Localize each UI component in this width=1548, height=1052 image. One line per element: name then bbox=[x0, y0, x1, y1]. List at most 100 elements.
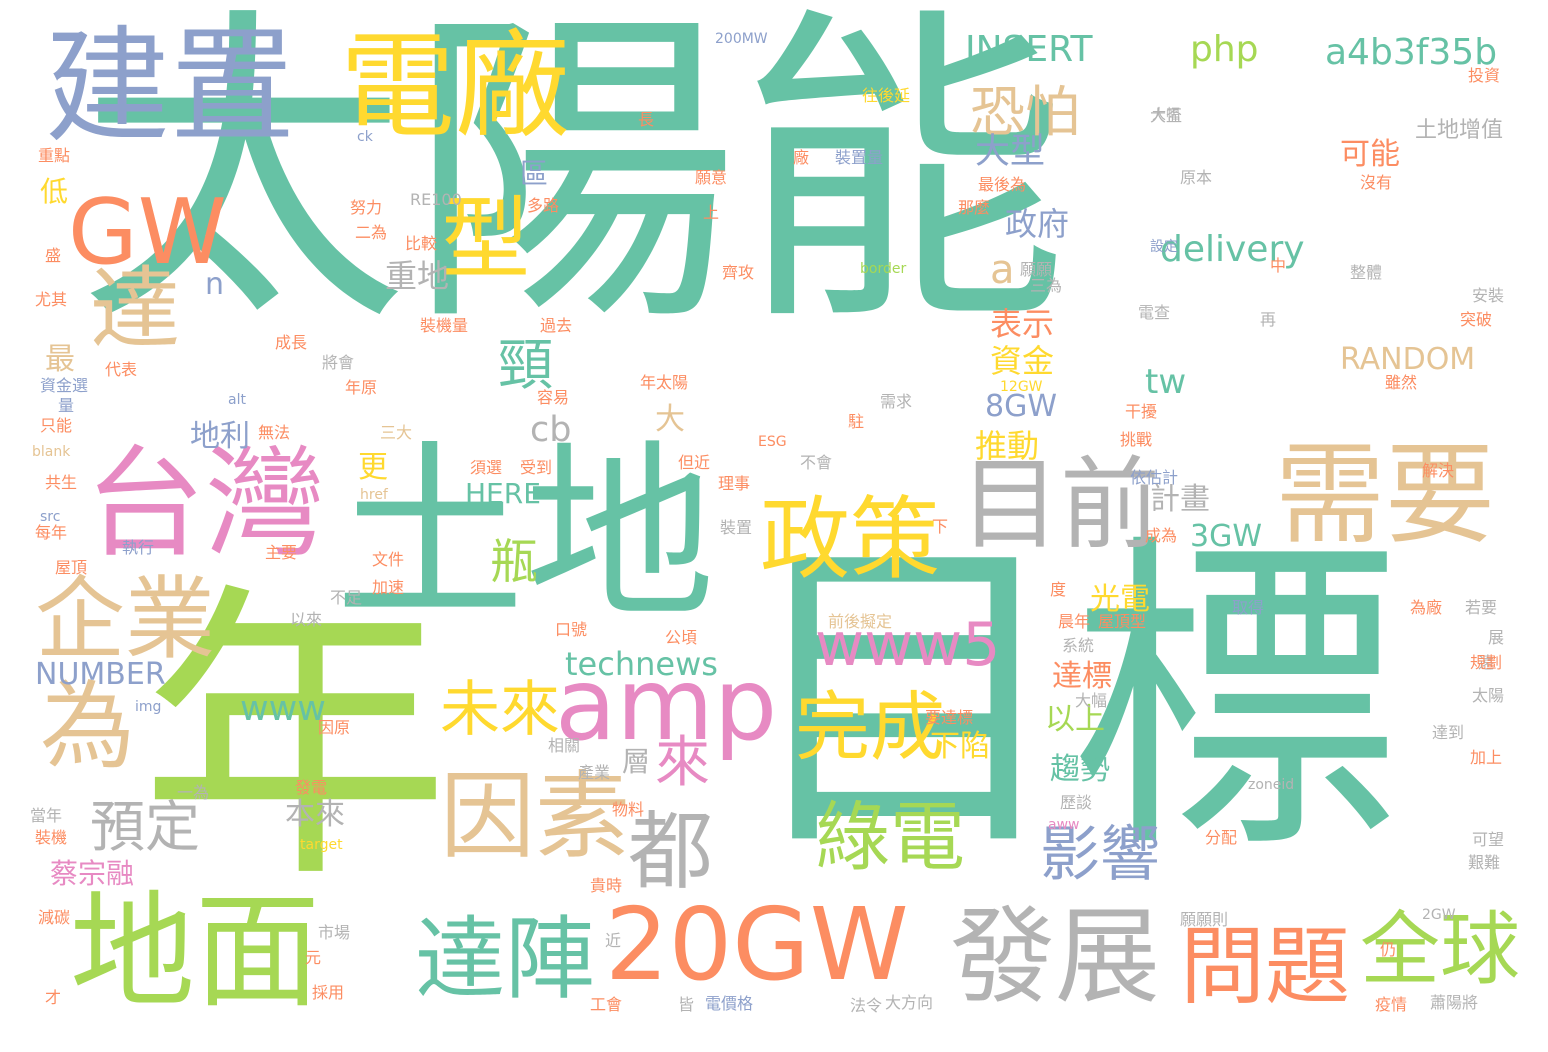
word-yuding: 預定 bbox=[90, 795, 201, 859]
word-ceng: 層 bbox=[622, 745, 651, 778]
word-delivery: delivery bbox=[1160, 229, 1305, 270]
word-yishang: 以上 bbox=[1045, 702, 1105, 737]
word-name: 那麼 bbox=[958, 198, 991, 217]
word-jin: 近 bbox=[605, 931, 622, 950]
word-yiqing: 疫情 bbox=[1375, 995, 1408, 1014]
word-yuan: 元 bbox=[305, 948, 322, 967]
word-taiwan: 台灣 bbox=[85, 435, 325, 574]
word-yuanyize: 願願則 bbox=[1180, 910, 1229, 929]
word-yuanyuan: 願願 bbox=[1020, 260, 1053, 279]
word-yingxiang: 影響 bbox=[1040, 820, 1160, 890]
word-yinyuan: 因原 bbox=[318, 718, 351, 737]
word-re100: RE100 bbox=[410, 190, 462, 209]
word-zoneid: zoneid bbox=[1248, 777, 1295, 793]
word-lishi: 理事 bbox=[718, 474, 751, 493]
word-fenpei: 分配 bbox=[1205, 828, 1238, 847]
word-shouhuan: 受到 bbox=[520, 458, 553, 477]
word-chengzhang: 成長 bbox=[275, 333, 308, 352]
word-here: HERE bbox=[465, 477, 541, 510]
word-jiejue: 解決 bbox=[1422, 461, 1455, 480]
word-technews: technews bbox=[565, 645, 718, 683]
word-zuihouwei: 最後為 bbox=[978, 175, 1027, 194]
word-yilai: 以來 bbox=[290, 610, 323, 629]
word-benlai: 本來 bbox=[285, 797, 345, 832]
word-xuyao: 需要 bbox=[1275, 431, 1495, 559]
word-jie: 皆 bbox=[678, 995, 695, 1014]
word-dafu2: 大幅 bbox=[1075, 691, 1108, 710]
word-xitong: 系統 bbox=[1062, 636, 1095, 655]
word-jianghui: 將會 bbox=[322, 353, 355, 372]
word-ganrao: 干擾 bbox=[1125, 402, 1158, 421]
word-wuliao: 物料 bbox=[612, 800, 645, 819]
word-20gw: 20GW bbox=[605, 886, 909, 1003]
word-zhineng: 只能 bbox=[40, 416, 73, 435]
word-weichang: 為廠 bbox=[1410, 598, 1443, 617]
word-dafu: 大幅 bbox=[1152, 107, 1180, 123]
word-dazhou: 大盃 bbox=[1150, 106, 1183, 125]
word-da-big: 達 bbox=[90, 257, 180, 362]
word-shichang: 市場 bbox=[318, 923, 351, 942]
word-tiaozhan: 挑戰 bbox=[1120, 430, 1153, 449]
word-duolu: 多路 bbox=[527, 196, 560, 215]
word-www: www bbox=[240, 689, 326, 729]
word-n: n bbox=[205, 267, 225, 302]
word-ck: ck bbox=[357, 129, 373, 145]
word-zhengti: 整體 bbox=[1350, 263, 1383, 282]
word-blank: blank bbox=[32, 444, 71, 460]
word-cai: 才 bbox=[45, 988, 62, 1007]
word-dao: 遠 bbox=[1478, 653, 1495, 672]
word-dimian: 地面 bbox=[70, 880, 320, 1025]
word-tudi: 土地 bbox=[335, 424, 716, 645]
word-guoqu: 過去 bbox=[540, 316, 573, 335]
word-you: 尤其 bbox=[35, 290, 68, 309]
word-amp: amp bbox=[555, 646, 778, 763]
word-jing: 頸 bbox=[498, 333, 554, 397]
word-yinsu: 因素 bbox=[440, 762, 631, 872]
word-aww: aww bbox=[1048, 817, 1080, 833]
word-caizongrong: 蔡宗融 bbox=[50, 857, 135, 890]
word-xia: 下 bbox=[932, 517, 949, 536]
word-zijinxuan: 資金選 bbox=[40, 376, 89, 395]
word-cengda: 大 bbox=[655, 402, 685, 437]
word-zhengce: 政策 bbox=[760, 487, 940, 592]
word-dili: 地利 bbox=[190, 419, 250, 454]
word-200mw: 200MW bbox=[715, 31, 768, 47]
word-caiyong: 採用 bbox=[312, 983, 345, 1002]
word-guijia: 貴時 bbox=[590, 876, 623, 895]
word-jiasu: 加速 bbox=[372, 578, 405, 597]
word-a4b3f35b: a4b3f35b bbox=[1325, 32, 1498, 73]
word-reng: 仍 bbox=[1380, 940, 1397, 959]
word-dafangxiang: 大方向 bbox=[885, 993, 934, 1012]
word-8gw: 8GW bbox=[985, 389, 1057, 424]
word-alt: alt bbox=[228, 392, 246, 408]
word-shang: 上 bbox=[703, 203, 720, 222]
word-chengwei: 成為 bbox=[1145, 526, 1178, 545]
word-wufa: 無法 bbox=[258, 423, 291, 442]
word-zhang: 長 bbox=[638, 110, 655, 129]
word-faling: 法令 bbox=[850, 996, 883, 1015]
word-rongyi: 容易 bbox=[537, 388, 570, 407]
word-muqian: 目前 bbox=[960, 446, 1160, 563]
word-zai: 再 bbox=[1260, 310, 1277, 329]
word-diancha: 電查 bbox=[1138, 303, 1171, 322]
word-ruoyao: 若要 bbox=[1465, 598, 1498, 617]
word-meinian: 每年 bbox=[35, 523, 68, 542]
word-dazhen: 達陣 bbox=[415, 907, 595, 1012]
word-xiaozhuang: 蕭陽將 bbox=[1430, 993, 1479, 1012]
word-tw: tw bbox=[1145, 362, 1187, 402]
word-jiashang: 加上 bbox=[1470, 748, 1503, 767]
word-zhixing: 執行 bbox=[122, 538, 155, 557]
word-kouhao: 口號 bbox=[555, 620, 588, 639]
word-zui: 最 bbox=[45, 342, 75, 377]
word-kunnan: 艱難 bbox=[1468, 853, 1501, 872]
word-wenti: 問題 bbox=[1180, 918, 1351, 1017]
word-fazhan: 發展 bbox=[950, 896, 1161, 1018]
word-dabiao: 達標 bbox=[1052, 659, 1112, 694]
word-sanwei: 三為 bbox=[1030, 276, 1063, 295]
word-nian: 年 bbox=[140, 559, 450, 920]
word-yuanyi: 願意 bbox=[695, 168, 728, 187]
word-di: 低 bbox=[40, 175, 69, 208]
word-sanda: 三大 bbox=[380, 423, 413, 442]
word-yuanben: 原本 bbox=[1180, 168, 1213, 187]
